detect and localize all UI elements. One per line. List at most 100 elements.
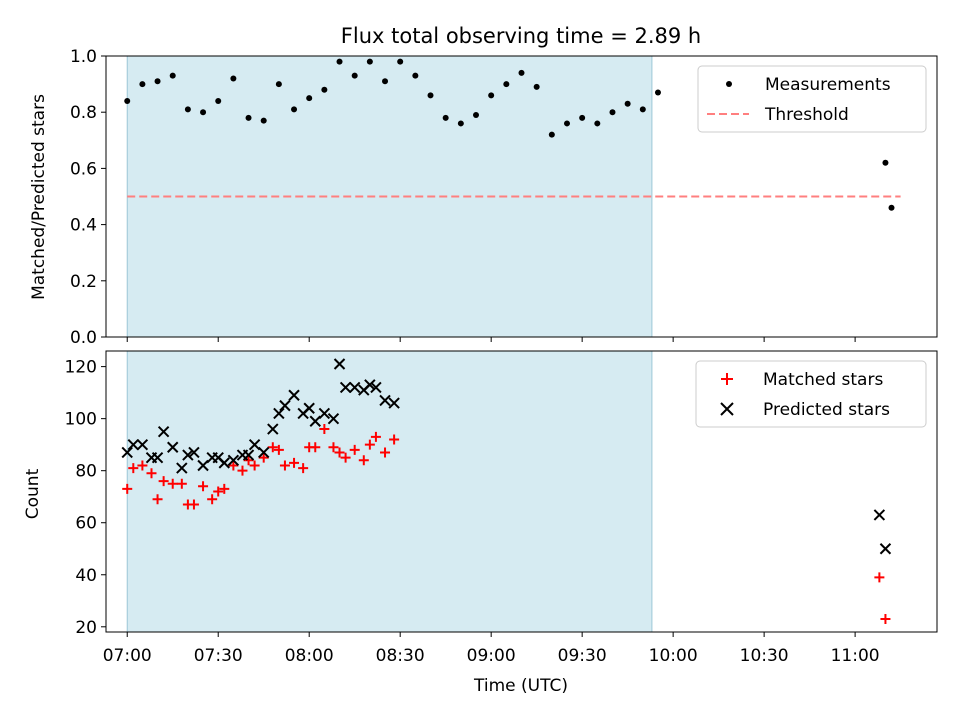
matched-stars-point: [328, 442, 339, 453]
x-tick-label: 11:00: [831, 646, 880, 666]
predicted-stars-point: [136, 438, 149, 451]
measurement-point: [382, 78, 389, 85]
predicted-stars-point: [182, 449, 194, 461]
measurement-point: [291, 106, 298, 113]
measurement-point: [639, 106, 646, 113]
predicted-stars-point: [339, 381, 352, 394]
x-axis-label: Time (UTC): [473, 676, 568, 696]
measurement-point: [503, 81, 510, 88]
predicted-stars-point: [873, 509, 886, 521]
matched-stars-point: [146, 468, 157, 479]
measurement-point: [457, 120, 464, 127]
matched-stars-point: [370, 431, 381, 442]
x-tick-label: 07:00: [103, 646, 152, 666]
measurement-point: [518, 69, 525, 76]
top-y-tick-label: 0.8: [70, 103, 97, 123]
x-tick-label: 09:00: [467, 646, 516, 666]
measurement-point: [548, 131, 555, 138]
predicted-stars-point: [157, 425, 170, 438]
chart-title: Flux total observing time = 2.89 h: [341, 24, 701, 48]
predicted-stars-point: [370, 381, 382, 394]
measurement-point: [245, 114, 252, 121]
x-tick-label: 09:30: [558, 646, 607, 666]
matched-stars-point: [128, 463, 139, 474]
bottom-y-tick-label: 120: [65, 358, 97, 378]
matched-stars-point: [279, 460, 290, 471]
measurement-point: [473, 112, 480, 119]
measurement-point: [624, 100, 631, 107]
legend-predicted-marker: [720, 402, 734, 416]
matched-stars-point: [207, 494, 218, 505]
bottom-axes-frame: [105, 350, 938, 633]
bottom-y-tick-label: 60: [75, 514, 97, 534]
x-tick-label: 10:30: [740, 646, 789, 666]
measurement-point: [412, 72, 419, 79]
predicted-stars-point: [364, 379, 376, 391]
bottom-y-axis-label: Count: [23, 468, 43, 519]
predicted-stars-point: [188, 446, 200, 459]
matched-stars-point: [380, 447, 391, 458]
measurement-point: [882, 159, 889, 166]
top-y-tick-label: 0.4: [70, 216, 97, 236]
predicted-stars-point: [167, 441, 179, 453]
top-y-axis-label: Matched/Predicted stars: [29, 94, 49, 300]
top-axes-frame: [105, 55, 938, 338]
x-tick-label: 07:30: [194, 646, 243, 666]
predicted-stars-point: [242, 449, 255, 461]
predicted-stars-point: [121, 446, 133, 459]
bottom-legend: [695, 360, 927, 428]
matched-stars-point: [389, 434, 400, 445]
legend-measurements-marker: [726, 81, 732, 87]
matched-stars-point: [258, 452, 269, 463]
matched-stars-point: [213, 486, 224, 497]
matched-stars-point: [158, 476, 169, 487]
predicted-stars-point: [288, 389, 300, 401]
x-tick-label: 08:30: [376, 646, 425, 666]
top-y-tick-label: 0.2: [70, 272, 97, 292]
measurement-point: [654, 89, 661, 96]
measurement-point: [321, 86, 328, 93]
measurement-point: [427, 92, 434, 99]
measurement-point: [563, 120, 570, 127]
top-y-tick-label: 0.6: [70, 159, 97, 179]
matched-stars-point: [273, 444, 284, 455]
legend-label: Measurements: [765, 75, 891, 95]
measurement-point: [442, 114, 449, 121]
matched-stars-point: [349, 444, 360, 455]
measurement-point: [351, 72, 358, 79]
bottom-y-tick-label: 20: [75, 618, 97, 638]
matched-stars-point: [358, 455, 369, 466]
matched-stars-point: [198, 481, 209, 492]
predicted-stars-point: [333, 358, 346, 370]
matched-stars-point: [219, 483, 230, 494]
matched-stars-point: [237, 465, 248, 476]
matched-stars-point: [874, 572, 885, 583]
matched-stars-point: [298, 463, 309, 474]
measurement-point: [888, 204, 895, 211]
matched-stars-point: [228, 460, 239, 471]
measurement-point: [184, 106, 191, 113]
predicted-stars-point: [151, 451, 164, 464]
matched-stars-point: [243, 455, 254, 466]
predicted-stars-point: [318, 407, 331, 420]
legend-label: Matched stars: [763, 370, 883, 390]
matched-stars-point: [176, 478, 187, 489]
matched-stars-point: [364, 439, 375, 450]
predicted-stars-point: [388, 397, 400, 409]
measurement-point: [366, 58, 373, 65]
measurement-point: [169, 72, 176, 79]
predicted-stars-point: [218, 457, 230, 469]
measurement-point: [275, 81, 282, 88]
x-tick-label: 08:00: [285, 646, 334, 666]
measurement-point: [215, 97, 222, 104]
matched-stars-point: [340, 452, 351, 463]
matched-stars-point: [137, 460, 148, 471]
measurement-point: [594, 120, 601, 127]
predicted-stars-point: [273, 407, 285, 420]
measurement-point: [488, 92, 495, 99]
measurement-point: [154, 78, 161, 85]
predicted-stars-point: [267, 423, 279, 435]
predicted-stars-point: [327, 412, 340, 425]
matched-stars-point: [167, 478, 178, 489]
